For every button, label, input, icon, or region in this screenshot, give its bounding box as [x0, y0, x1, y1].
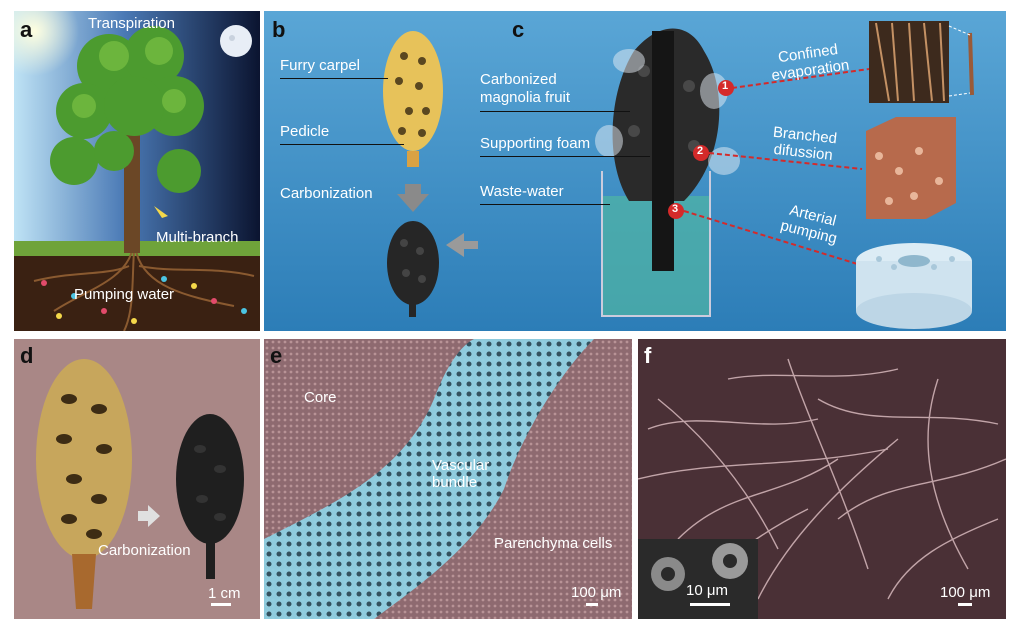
transpiration-label: Transpiration — [88, 15, 175, 32]
furry-carpel-label: Furry carpel — [280, 57, 361, 74]
magnolia-photo — [36, 359, 244, 609]
carbonized-line1: Carbonized — [480, 71, 557, 88]
callout-1: 1 — [722, 80, 729, 92]
callout-2: 2 — [697, 145, 704, 157]
scale-bar-d: 1 cm — [208, 585, 241, 602]
panel-e: e Core Vascular bundle Parenchyma cells … — [264, 339, 632, 619]
magnolia-fruit-raw — [383, 31, 443, 167]
carbonization-label-d: Carbonization — [98, 542, 191, 559]
carbonized-line2: magnolia fruit — [480, 89, 571, 106]
multi-branch-label: Multi-branch — [156, 229, 239, 246]
panel-bc: b c Furry carpel Pedicle Carbonization C… — [264, 11, 1006, 331]
vascular-bundle-label: Vascular bundle — [432, 457, 489, 491]
carbonized-fruit-leader — [480, 111, 630, 112]
carbonization-label-b: Carbonization — [280, 185, 373, 202]
panel-f: f 10 μm 100 μm — [638, 339, 1006, 619]
panel-label-b: b — [272, 17, 286, 42]
waste-water-label: Waste-water — [480, 183, 564, 200]
vascular-line2: bundle — [432, 474, 478, 491]
carbonized-fruit-label: Carbonized magnolia fruit — [480, 71, 570, 107]
panel-label-e: e — [270, 343, 283, 368]
panel-label-f: f — [644, 343, 652, 368]
panel-label-d: d — [20, 343, 34, 368]
tree-illustration — [14, 11, 260, 331]
waste-water-leader — [480, 204, 610, 205]
scale-bar-e: 100 μm — [571, 584, 622, 601]
parenchyma-label: Parenchyma cells — [494, 535, 613, 552]
pedicle-label: Pedicle — [280, 123, 330, 140]
furry-carpel-leader — [280, 78, 388, 79]
sem-image-f — [638, 339, 1006, 619]
supporting-foam-label: Supporting foam — [480, 135, 591, 152]
supporting-foam-leader — [480, 156, 650, 157]
callout-3: 3 — [672, 203, 679, 215]
carbonized-fruit-illustration — [383, 21, 974, 329]
core-label: Core — [304, 389, 337, 406]
panel-label-c: c — [512, 17, 525, 42]
sem-image-e — [264, 339, 632, 619]
branched-difussion-label: Branched difussion — [770, 124, 838, 165]
scale-bar-f: 100 μm — [940, 584, 991, 601]
vascular-line1: Vascular — [432, 457, 490, 474]
panel-a: a Transpiration Multi-branch Pumping wat… — [14, 11, 260, 331]
panel-label-a: a — [20, 17, 33, 42]
pedicle-leader — [280, 144, 404, 145]
pumping-water-label: Pumping water — [74, 286, 175, 303]
panel-d: d Carbonization 1 cm — [14, 339, 260, 619]
inset-scale-bar-f: 10 μm — [686, 582, 728, 599]
